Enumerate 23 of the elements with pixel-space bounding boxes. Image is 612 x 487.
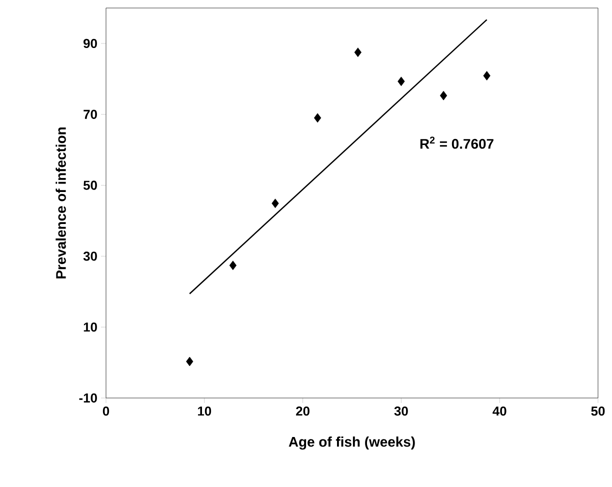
point	[354, 48, 362, 58]
y-tick-label: 70	[84, 110, 97, 119]
point	[186, 356, 194, 366]
y-tick-label: 30	[83, 252, 97, 261]
point	[272, 198, 279, 208]
x-tick-label: 30	[394, 406, 408, 416]
x-tick-label: 0	[102, 406, 110, 416]
point	[314, 113, 322, 123]
point	[440, 90, 448, 100]
y-tick-label: 50	[83, 180, 97, 190]
point	[398, 76, 405, 86]
x-tick-label: 10	[198, 406, 212, 416]
point	[229, 260, 237, 270]
y-axis-title: Prevalence of infection	[56, 128, 66, 278]
x-tick-label: 40	[492, 406, 506, 416]
annotation: R$^{2}$ = 0.7607	[420, 136, 494, 149]
point	[483, 71, 490, 80]
x-tick-label: 20	[296, 406, 310, 416]
y-tick-label: 90	[84, 38, 97, 48]
y-tick-label: -10	[79, 393, 97, 403]
x-axis-title: Age of fish (weeks)	[288, 436, 415, 450]
x-tick-label: 50	[591, 406, 605, 416]
y-tick-label: 10	[84, 322, 97, 332]
